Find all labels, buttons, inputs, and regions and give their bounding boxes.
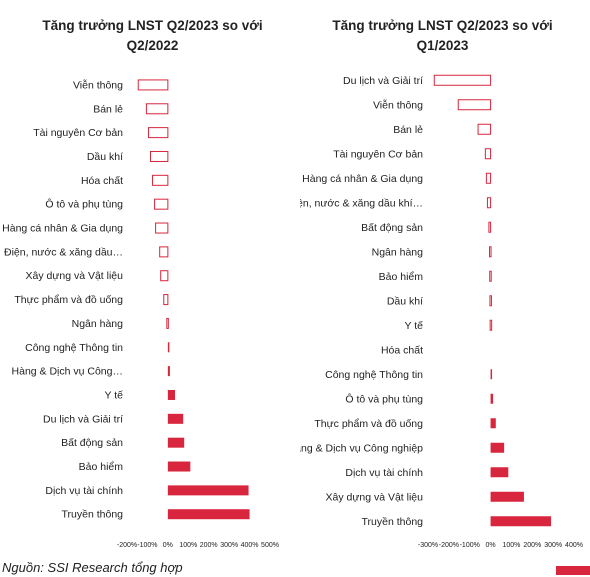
category-label: Hàng cá nhân & Gia dụng bbox=[302, 173, 423, 185]
category-label: Xây dựng và Vật liệu bbox=[325, 491, 423, 503]
chart-title: Tăng trưởng LNST Q2/2023 so với Q2/2022 bbox=[42, 18, 263, 53]
category-label: Thực phẩm và đồ uống bbox=[314, 418, 423, 430]
bar bbox=[489, 319, 493, 331]
bar bbox=[490, 393, 494, 404]
bar bbox=[489, 246, 492, 258]
bar bbox=[166, 317, 169, 329]
category-label: Thực phẩm và đồ uống bbox=[14, 294, 123, 306]
bar bbox=[167, 366, 170, 377]
chart-left: Tăng trưởng LNST Q2/2023 so với Q2/2022 … bbox=[0, 0, 290, 555]
category-label: Điện, nước & xăng dầu… bbox=[4, 246, 123, 258]
bar bbox=[160, 270, 169, 282]
x-tick-label: 0% bbox=[163, 542, 173, 549]
category-label: Viễn thông bbox=[73, 78, 123, 91]
bar bbox=[154, 198, 169, 210]
x-tick-label: 500% bbox=[261, 542, 279, 549]
bar bbox=[488, 221, 492, 233]
bar bbox=[490, 516, 552, 527]
category-label: Y tế bbox=[105, 389, 124, 401]
bar bbox=[159, 246, 169, 258]
category-label: Ô tô và phụ tùng bbox=[45, 198, 123, 211]
bar bbox=[167, 461, 191, 472]
x-tick-label: -200% bbox=[439, 542, 459, 549]
bar bbox=[167, 509, 250, 520]
bar bbox=[489, 295, 492, 307]
category-label: Hàng & Dịch vụ Công nghiệp bbox=[300, 442, 423, 454]
category-label: Hóa chất bbox=[381, 344, 423, 356]
category-label: Xây dựng và Vật liệu bbox=[25, 270, 123, 282]
category-label: Du lịch và Giải trí bbox=[343, 75, 423, 87]
bar bbox=[167, 389, 176, 400]
category-label: Bán lẻ bbox=[93, 103, 123, 115]
category-label: Bất động sản bbox=[361, 222, 423, 234]
category-label: Ngân hàng bbox=[72, 318, 124, 330]
x-tick-label: 100% bbox=[502, 542, 520, 549]
category-label: Điện, nước & xăng dầu khí… bbox=[300, 197, 423, 209]
bar bbox=[490, 467, 509, 478]
category-label: Truyền thông bbox=[62, 509, 124, 521]
category-label: Công nghệ Thông tin bbox=[325, 369, 423, 381]
bar bbox=[152, 174, 169, 186]
category-label: Ô tô và phụ tùng bbox=[345, 392, 423, 405]
category-label: Hàng & Dịch vụ Công… bbox=[12, 366, 123, 378]
bar bbox=[486, 197, 492, 209]
x-tick-label: 100% bbox=[179, 542, 197, 549]
category-label: Bảo hiểm bbox=[79, 461, 124, 473]
bar bbox=[457, 99, 492, 111]
bar bbox=[149, 150, 169, 162]
bar bbox=[167, 485, 249, 496]
chart-right: Tăng trưởng LNST Q2/2023 so với Q1/2023 … bbox=[287, 0, 590, 555]
bar bbox=[137, 79, 169, 91]
category-label: Truyền thông bbox=[362, 516, 424, 528]
bar bbox=[163, 294, 169, 306]
bar bbox=[155, 222, 169, 234]
category-label: Bảo hiểm bbox=[379, 271, 424, 283]
x-tick-label: 0% bbox=[486, 542, 496, 549]
category-label: Ngân hàng bbox=[372, 246, 424, 258]
category-label: Du lịch và Giải trí bbox=[43, 413, 123, 425]
category-label: Hóa chất bbox=[81, 175, 123, 187]
x-tick-label: 200% bbox=[200, 542, 218, 549]
category-label: Y tế bbox=[405, 320, 424, 332]
x-tick-label: 400% bbox=[241, 542, 259, 549]
category-label: Viễn thông bbox=[373, 98, 423, 111]
bar bbox=[490, 418, 496, 429]
bar bbox=[167, 342, 170, 353]
bar bbox=[167, 413, 184, 424]
bar bbox=[167, 437, 185, 448]
legend-swatch bbox=[556, 566, 590, 575]
x-tick-label: 400% bbox=[565, 542, 583, 549]
x-tick-label: -100% bbox=[137, 542, 157, 549]
bar bbox=[484, 148, 492, 160]
bar bbox=[490, 491, 524, 502]
x-tick-label: 200% bbox=[523, 542, 541, 549]
bar bbox=[433, 74, 492, 86]
category-label: Bất động sản bbox=[61, 437, 123, 449]
bar bbox=[489, 270, 492, 282]
category-label: Dầu khí bbox=[87, 151, 123, 163]
category-label: Bán lẻ bbox=[393, 124, 423, 136]
category-label: Dịch vụ tài chính bbox=[45, 485, 123, 497]
bar bbox=[145, 103, 169, 115]
bar bbox=[485, 172, 492, 184]
category-label: Tài nguyên Cơ bản bbox=[333, 148, 423, 160]
x-tick-label: -100% bbox=[460, 542, 480, 549]
bar bbox=[477, 123, 492, 135]
bar-chart: Du lịch và Giải trí Viễn thông Bán lẻ Tài n… bbox=[287, 74, 583, 549]
x-tick-label: -300% bbox=[418, 542, 438, 549]
bar bbox=[147, 127, 169, 139]
x-tick-label: 300% bbox=[220, 542, 238, 549]
category-label: Dịch vụ tài chính bbox=[345, 467, 423, 479]
category-label: Tài nguyên Cơ bản bbox=[33, 127, 123, 139]
bar bbox=[490, 442, 505, 453]
x-tick-label: 300% bbox=[544, 542, 562, 549]
bar-chart: Viễn thông Bán lẻ Tài nguyên Cơ bản Dầu khí… bbox=[2, 78, 279, 549]
chart-title: Tăng trưởng LNST Q2/2023 so với Q1/2023 bbox=[332, 18, 553, 53]
category-label: Hàng cá nhân & Gia dụng bbox=[2, 223, 123, 235]
bar bbox=[490, 369, 493, 380]
x-tick-label: -200% bbox=[117, 542, 137, 549]
source-note: Nguồn: SSI Research tổng hợp bbox=[2, 560, 183, 575]
category-label: Công nghệ Thông tin bbox=[25, 342, 123, 354]
category-label: Dầu khí bbox=[387, 295, 423, 307]
